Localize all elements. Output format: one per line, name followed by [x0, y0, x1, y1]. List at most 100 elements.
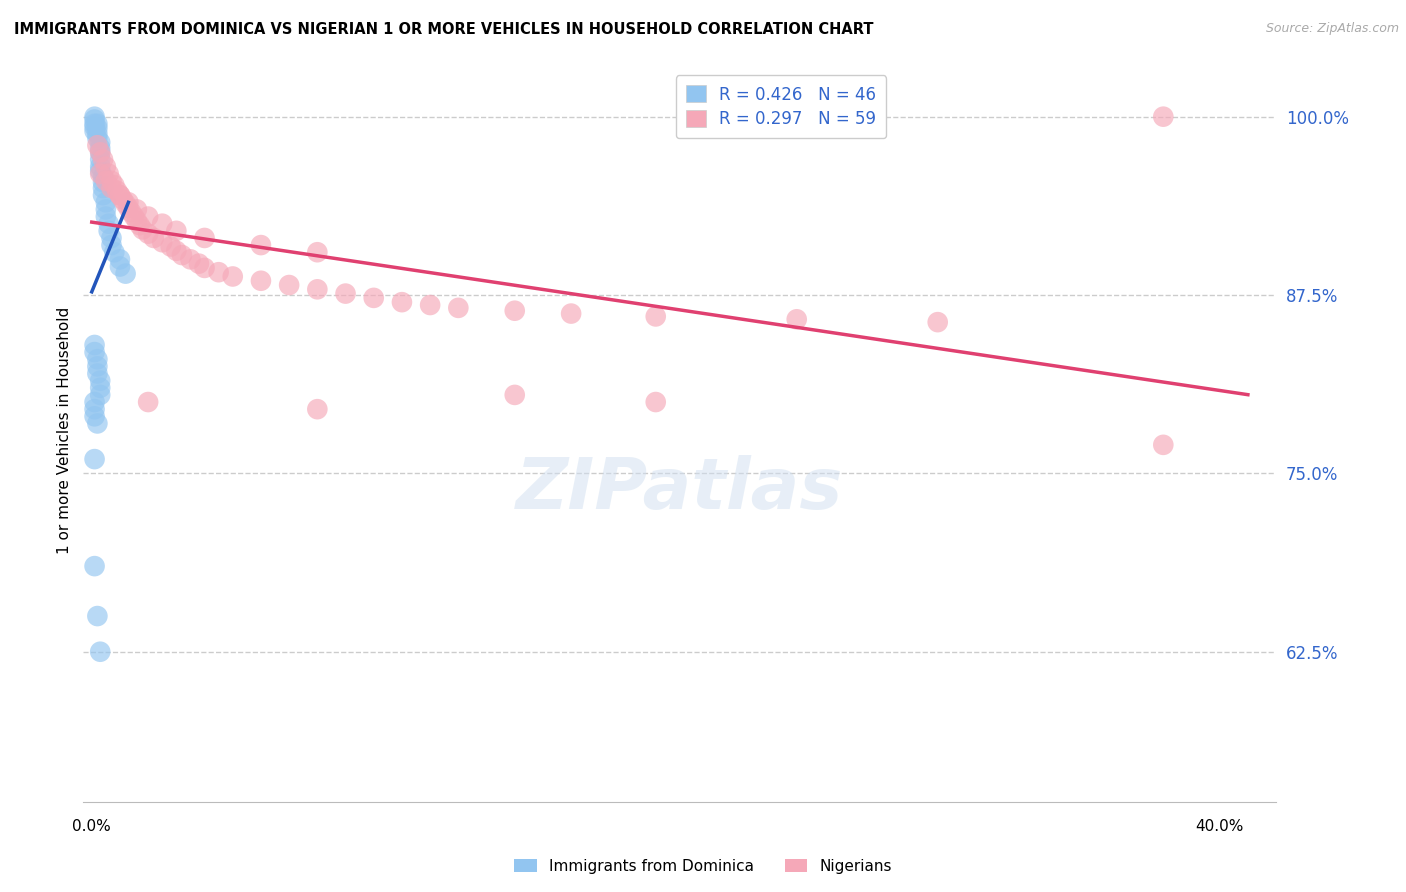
Point [120, 205, 142, 219]
Point [105, 184, 128, 198]
Point [208, 265, 231, 279]
Point [86, 367, 108, 381]
Point [363, 291, 385, 305]
Point [250, 238, 273, 252]
Point [83, 117, 105, 131]
Legend: R = 0.426   N = 46, R = 0.297   N = 59: R = 0.426 N = 46, R = 0.297 N = 59 [676, 75, 886, 138]
Point [927, 315, 949, 329]
Point [94, 160, 117, 174]
Point [307, 245, 329, 260]
Point [170, 248, 193, 262]
Point [335, 286, 357, 301]
Point [125, 214, 148, 228]
Point [100, 181, 122, 195]
Point [83, 402, 105, 417]
Point [136, 395, 159, 409]
Point [100, 174, 122, 188]
Text: ZIPatlas: ZIPatlas [516, 456, 844, 524]
Point [250, 274, 273, 288]
Point [159, 239, 181, 253]
Point [94, 202, 117, 217]
Point [86, 138, 108, 153]
Point [419, 298, 441, 312]
Point [89, 167, 111, 181]
Point [83, 345, 105, 359]
Point [222, 269, 245, 284]
Legend: Immigrants from Dominica, Nigerians: Immigrants from Dominica, Nigerians [508, 853, 898, 880]
Point [131, 222, 153, 236]
Point [89, 388, 111, 402]
Point [307, 402, 329, 417]
Point [86, 609, 108, 624]
Point [100, 238, 122, 252]
Point [150, 217, 173, 231]
Point [447, 301, 470, 315]
Point [91, 181, 114, 195]
Point [187, 257, 209, 271]
Point [644, 395, 666, 409]
Point [644, 310, 666, 324]
Point [128, 218, 150, 232]
Point [165, 244, 187, 258]
Point [86, 352, 108, 367]
Text: Source: ZipAtlas.com: Source: ZipAtlas.com [1265, 22, 1399, 36]
Point [108, 260, 131, 274]
Point [89, 145, 111, 160]
Point [83, 409, 105, 424]
Point [89, 153, 111, 167]
Point [83, 120, 105, 134]
Point [108, 188, 131, 202]
Point [503, 303, 526, 318]
Point [117, 195, 139, 210]
Text: IMMIGRANTS FROM DOMINICA VS NIGERIAN 1 OR MORE VEHICLES IN HOUSEHOLD CORRELATION: IMMIGRANTS FROM DOMINICA VS NIGERIAN 1 O… [14, 22, 873, 37]
Y-axis label: 1 or more Vehicles in Household: 1 or more Vehicles in Household [58, 307, 72, 554]
Point [142, 231, 165, 245]
Point [91, 169, 114, 184]
Point [136, 227, 159, 241]
Point [89, 145, 111, 160]
Point [97, 217, 120, 231]
Point [111, 193, 134, 207]
Text: 0.0%: 0.0% [72, 819, 111, 834]
Point [89, 381, 111, 395]
Point [86, 127, 108, 141]
Point [89, 374, 111, 388]
Point [83, 395, 105, 409]
Point [83, 338, 105, 352]
Point [83, 124, 105, 138]
Point [97, 224, 120, 238]
Point [83, 452, 105, 467]
Point [114, 267, 136, 281]
Point [103, 245, 125, 260]
Point [100, 231, 122, 245]
Point [89, 141, 111, 155]
Point [150, 235, 173, 250]
Point [83, 110, 105, 124]
Point [89, 645, 111, 659]
Point [503, 388, 526, 402]
Point [108, 188, 131, 202]
Point [89, 160, 111, 174]
Point [83, 112, 105, 127]
Point [108, 252, 131, 267]
Text: 40.0%: 40.0% [1195, 819, 1244, 834]
Point [114, 196, 136, 211]
Point [391, 295, 413, 310]
Point [86, 131, 108, 145]
Point [86, 117, 108, 131]
Point [786, 312, 808, 326]
Point [97, 167, 120, 181]
Point [278, 278, 301, 293]
Point [125, 202, 148, 217]
Point [91, 188, 114, 202]
Point [165, 224, 187, 238]
Point [94, 195, 117, 210]
Point [136, 210, 159, 224]
Point [83, 559, 105, 574]
Point [122, 210, 145, 224]
Point [94, 174, 117, 188]
Point [91, 153, 114, 167]
Point [307, 282, 329, 296]
Point [89, 164, 111, 178]
Point [94, 210, 117, 224]
